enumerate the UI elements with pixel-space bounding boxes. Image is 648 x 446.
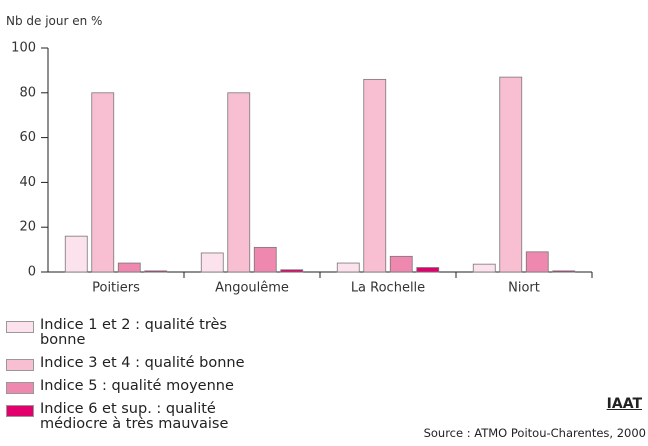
x-tick-label: Niort: [508, 281, 540, 296]
bar: [280, 269, 304, 273]
bar: [552, 270, 576, 273]
bar: [416, 267, 440, 273]
legend-label: Indice 5 : qualité moyenne: [40, 378, 234, 394]
y-axis-label: Nb de jour en %: [6, 14, 103, 28]
y-tick-label: 40: [19, 175, 36, 190]
legend-swatch: [6, 382, 34, 394]
x-tick-label: La Rochelle: [351, 281, 425, 296]
bar: [144, 270, 168, 273]
legend-entry: Indice 1 et 2 : qualité très bonne: [6, 318, 272, 348]
bar: [363, 78, 387, 273]
x-tick-label: Angoulême: [215, 281, 289, 296]
y-tick-label: 20: [19, 220, 36, 235]
legend-swatch: [6, 321, 34, 333]
legend-swatch: [6, 359, 34, 371]
chart: 0 20 40 60 80 100 Poitiers Angoulême La Rochelle…: [11, 41, 593, 296]
bar: [472, 263, 496, 273]
x-tick-label: Poitiers: [92, 281, 140, 296]
legend-label: Indice 3 et 4 : qualité bonne: [40, 355, 245, 371]
bar: [117, 262, 141, 273]
source: Source : ATMO Poitou-Charentes, 2000: [423, 426, 646, 440]
bar: [389, 255, 413, 273]
bar: [227, 92, 251, 273]
legend-label: Indice 6 et sup. : qualité médiocre à tr…: [40, 401, 229, 432]
legend-entry: Indice 6 et sup. : qualité médiocre à tr…: [6, 402, 272, 432]
bar: [200, 252, 224, 273]
y-tick-label: 100: [11, 41, 36, 56]
legend-entry: Indice 3 et 4 : qualité bonne: [6, 356, 272, 371]
y-tick-label: 0: [28, 265, 36, 280]
legend-label: Indice 1 et 2 : qualité très bonne: [40, 317, 227, 348]
bar: [64, 235, 88, 273]
y-tick-label: 80: [19, 85, 36, 100]
bar: [91, 92, 115, 273]
y-tick-label: 60: [19, 130, 36, 145]
legend: Indice 1 et 2 : qualité très bonne Indice…: [6, 318, 272, 440]
legend-swatch: [6, 405, 34, 417]
bar: [499, 76, 523, 273]
bar: [525, 251, 549, 273]
bar: [336, 262, 360, 273]
bar: [253, 246, 277, 273]
brand: IAAT: [606, 396, 642, 412]
legend-entry: Indice 5 : qualité moyenne: [6, 379, 272, 394]
